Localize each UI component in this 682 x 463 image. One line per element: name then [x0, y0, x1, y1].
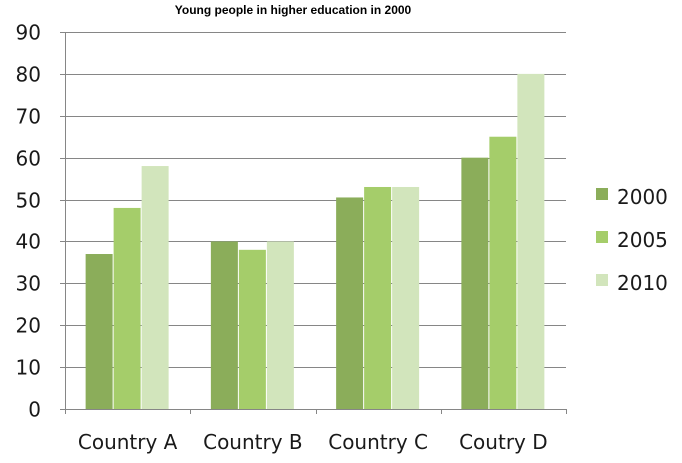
legend-label: 2010	[617, 271, 668, 295]
legend-label: 2000	[617, 185, 668, 209]
bar-2005-country-b	[238, 249, 266, 409]
bars	[85, 73, 545, 409]
y-tick-label: 90	[16, 21, 41, 45]
y-tick-label: 40	[16, 230, 41, 254]
x-category-label: Coutry D	[459, 430, 548, 454]
bar-2010-country-c	[392, 186, 420, 409]
y-tick-label: 50	[16, 189, 41, 213]
bar-2005-country-c	[364, 186, 392, 409]
x-category-label: Country C	[328, 430, 428, 454]
legend-swatch	[596, 231, 608, 243]
y-tick-label: 60	[16, 147, 41, 171]
axes	[60, 32, 567, 414]
bar-2005-coutry-d	[489, 136, 517, 409]
x-category-label: Country A	[78, 430, 178, 454]
legend-swatch	[596, 274, 608, 286]
x-axis-category-labels: Country A Country B Country C Coutry D	[78, 430, 548, 454]
bar-2000-country-c	[336, 197, 364, 409]
bar-2000-country-b	[210, 241, 238, 409]
y-tick-label: 0	[28, 398, 41, 422]
legend: 2000 2005 2010	[596, 185, 668, 295]
bar-2005-country-a	[113, 207, 141, 409]
y-tick-label: 20	[16, 314, 41, 338]
y-tick-label: 70	[16, 105, 41, 129]
y-tick-label: 30	[16, 272, 41, 296]
x-category-label: Country B	[203, 430, 303, 454]
chart-title: Young people in higher education in 2000	[175, 3, 412, 17]
bar-2000-coutry-d	[461, 157, 489, 409]
y-tick-label: 80	[16, 63, 41, 87]
y-axis-tick-labels: 0 10 20 30 40 50 60 70 80 90	[16, 21, 41, 422]
bar-2010-country-a	[141, 166, 169, 409]
y-tick-label: 10	[16, 356, 41, 380]
legend-swatch	[596, 188, 608, 200]
bar-2010-coutry-d	[517, 73, 545, 409]
bar-2000-country-a	[85, 254, 113, 409]
bar-2010-country-b	[266, 241, 294, 409]
legend-label: 2005	[617, 228, 668, 252]
